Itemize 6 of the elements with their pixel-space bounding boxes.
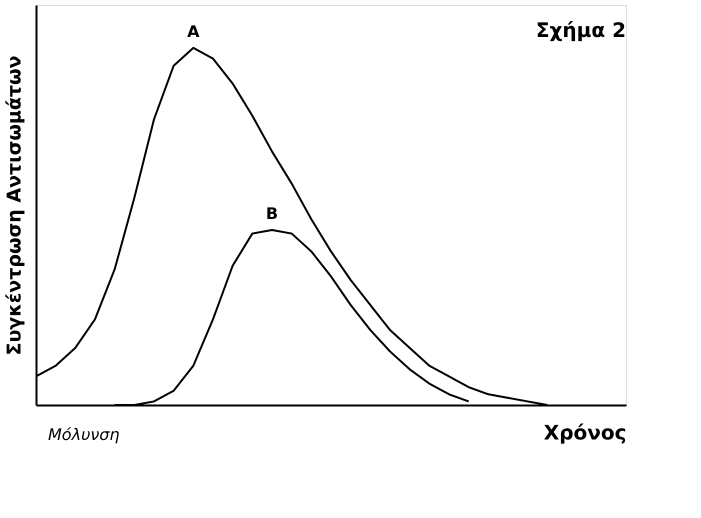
series-label: A [187, 22, 200, 41]
chart-title: Σχήμα 2 [536, 18, 626, 42]
y-axis-title: Συγκέντρωση Αντισωμάτων [4, 55, 26, 356]
x-axis-title: Χρόνος [544, 420, 626, 444]
text: Μόλυνση [48, 425, 120, 444]
series-label: B [266, 204, 278, 223]
